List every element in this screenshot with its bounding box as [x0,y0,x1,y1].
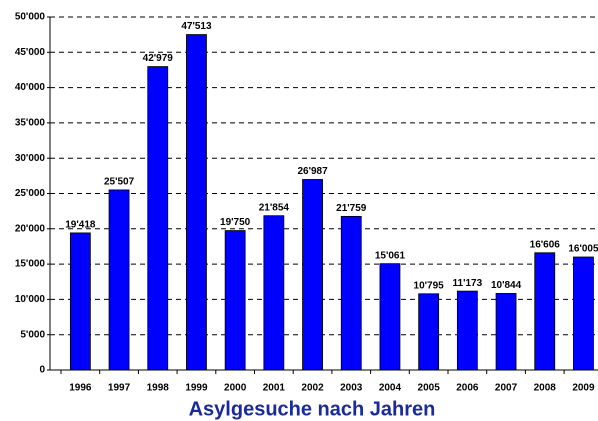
y-tick-label: 0 [39,365,45,376]
bar [302,179,323,371]
y-tick-label: 25'000 [15,188,46,199]
x-tick-label: 2007 [495,383,518,394]
bar [495,293,517,371]
value-label: 19'750 [220,217,251,228]
y-tick-label: 35'000 [15,118,46,129]
value-label: 19'418 [65,220,96,231]
value-label: 25'507 [104,177,135,188]
bar [263,215,285,371]
value-label: 16'606 [530,239,561,250]
bar [108,189,130,371]
x-tick-label: 2008 [534,383,557,394]
bar [534,252,556,371]
bar [186,34,207,371]
y-tick-label: 45'000 [15,47,46,58]
x-tick-label: 2003 [340,383,363,394]
value-label: 21'854 [259,202,290,213]
x-tick-label: 2004 [379,383,402,394]
y-tick-label: 5'000 [20,329,45,340]
y-tick-label: 30'000 [15,153,46,164]
y-tick-label: 50'000 [15,12,46,23]
bar [147,66,169,371]
value-label: 11'173 [453,278,483,289]
bar [456,290,478,371]
y-tick-label: 40'000 [15,82,46,93]
x-tick-label: 1998 [147,383,170,394]
x-tick-label: 2006 [456,383,479,394]
value-label: 21'759 [336,203,367,214]
bar [418,293,440,371]
bar [224,230,246,371]
x-tick-label: 2009 [572,383,595,394]
y-tick-label: 15'000 [15,259,46,270]
y-tick-label: 20'000 [15,223,46,234]
x-tick-label: 2005 [418,383,441,394]
x-tick-label: 2001 [263,383,286,394]
x-tick-label: 1997 [108,383,131,394]
value-label: 47'513 [181,21,212,32]
value-label: 10'795 [414,280,445,291]
x-tick-label: 1999 [185,383,208,394]
bar [69,232,91,371]
value-label: 16'005 [568,244,598,255]
x-tick-label: 2000 [224,383,247,394]
bar [573,256,594,371]
bar [340,215,362,371]
x-tick-label: 2002 [301,383,324,394]
value-label: 10'844 [491,280,522,291]
chart-title: Asylgesuche nach Jahren [189,398,436,420]
value-label: 42'979 [143,53,174,64]
y-tick-label: 10'000 [15,294,46,305]
value-label: 15'061 [375,250,406,261]
value-label: 26'987 [297,166,328,177]
bar [379,263,401,371]
x-tick-label: 1996 [69,383,92,394]
